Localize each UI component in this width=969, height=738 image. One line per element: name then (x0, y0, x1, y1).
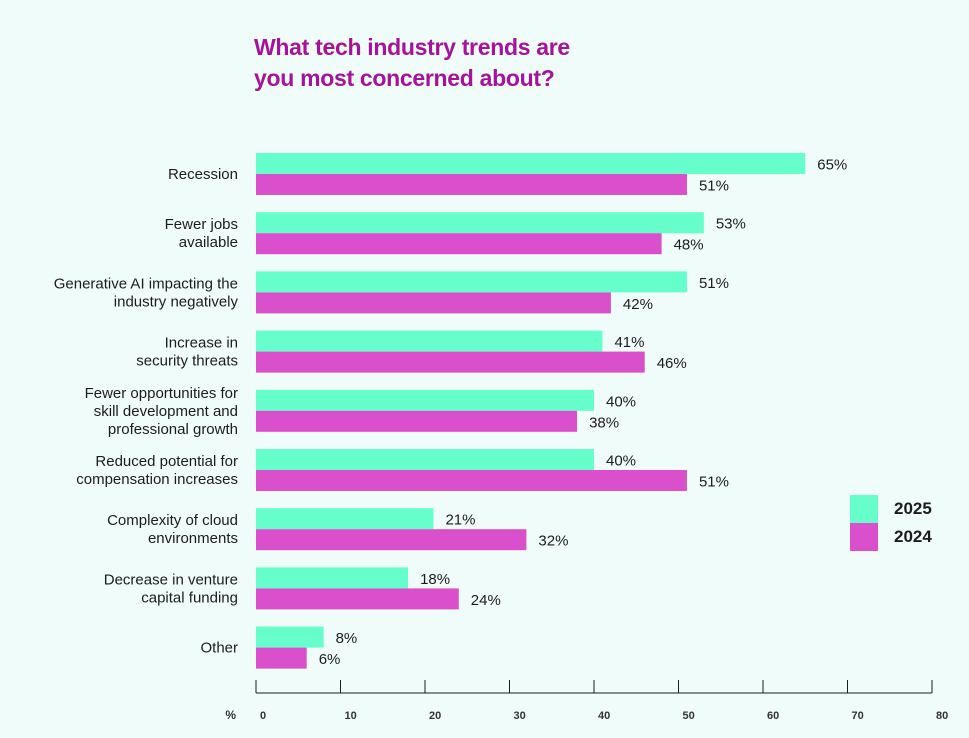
legend-item-2025: 2025 (850, 495, 932, 523)
legend-item-2024: 2024 (850, 523, 932, 551)
legend-label-2025: 2025 (894, 499, 932, 518)
bar-2024 (256, 292, 611, 314)
bar-2025 (256, 330, 603, 352)
value-label-2025: 65% (817, 157, 847, 174)
category-label: security threats (136, 353, 238, 370)
value-label-2024: 24% (471, 592, 501, 609)
legend-swatch-2025 (850, 495, 878, 523)
x-tick-label: 10 (345, 710, 357, 722)
value-label-2025: 40% (606, 453, 636, 470)
bar-2024 (256, 588, 459, 610)
chart-title-line-2: you most concerned about? (254, 65, 555, 91)
category-label: Recession (168, 166, 238, 183)
value-label-2024: 32% (538, 533, 568, 550)
value-label-2025: 21% (445, 512, 475, 529)
category-label: compensation increases (76, 471, 238, 488)
category-label: Other (200, 640, 238, 657)
value-label-2024: 51% (699, 474, 729, 491)
legend-label-2024: 2024 (894, 527, 932, 546)
category-label: available (179, 234, 238, 251)
value-label-2025: 40% (606, 393, 636, 410)
x-tick-label: 30 (514, 710, 526, 722)
bar-2025 (256, 449, 594, 470)
legend-swatch-2024 (850, 523, 878, 551)
value-label-2024: 51% (699, 178, 729, 195)
x-tick-label: 40 (598, 710, 610, 722)
value-label-2024: 6% (319, 651, 341, 668)
bar-2024 (256, 174, 687, 195)
x-tick-label: 50 (683, 710, 695, 722)
category-label: industry negatively (114, 293, 239, 310)
bar-2025 (256, 508, 434, 530)
x-tick-label: 20 (429, 710, 441, 722)
bar-2024 (256, 233, 662, 255)
value-label-2025: 41% (614, 334, 644, 351)
bar-2025 (256, 567, 409, 589)
category-label: Decrease in venture (104, 571, 238, 588)
value-label-2024: 48% (674, 237, 704, 254)
category-label: Fewer jobs (165, 216, 238, 233)
category-label: professional growth (108, 421, 238, 438)
value-label-2024: 42% (623, 296, 653, 313)
value-label-2024: 46% (657, 355, 687, 372)
bar-2025 (256, 153, 806, 174)
category-label: skill development and (94, 403, 238, 420)
bar-2024 (256, 470, 687, 491)
bar-2024 (256, 529, 527, 551)
value-label-2025: 51% (699, 275, 729, 292)
bar-2024 (256, 647, 307, 669)
category-label: environments (148, 530, 238, 547)
chart-title-line-1: What tech industry trends are (254, 34, 570, 60)
bar-2025 (256, 271, 687, 293)
x-tick-label: 80 (936, 710, 948, 722)
chart-title: What tech industry trends are you most c… (254, 32, 674, 94)
bar-2025 (256, 212, 704, 234)
value-label-2025: 18% (420, 571, 450, 588)
value-label-2024: 38% (589, 414, 619, 431)
legend: 2025 2024 (850, 495, 932, 551)
x-axis-label: % (225, 708, 236, 722)
x-tick-label: 60 (767, 710, 779, 722)
bar-2025 (256, 389, 594, 411)
bar-2024 (256, 410, 578, 432)
category-label: Generative AI impacting the (54, 275, 238, 292)
value-label-2025: 53% (716, 216, 746, 233)
category-label: Increase in (165, 335, 238, 352)
x-tick-label: 70 (852, 710, 864, 722)
category-label: capital funding (141, 589, 238, 606)
bar-2024 (256, 351, 645, 373)
category-label: Complexity of cloud (107, 512, 238, 529)
value-label-2025: 8% (336, 630, 358, 647)
x-tick-label: 0 (260, 710, 266, 722)
category-label: Reduced potential for (95, 453, 238, 470)
category-label: Fewer opportunities for (85, 385, 238, 402)
bar-2025 (256, 626, 324, 648)
